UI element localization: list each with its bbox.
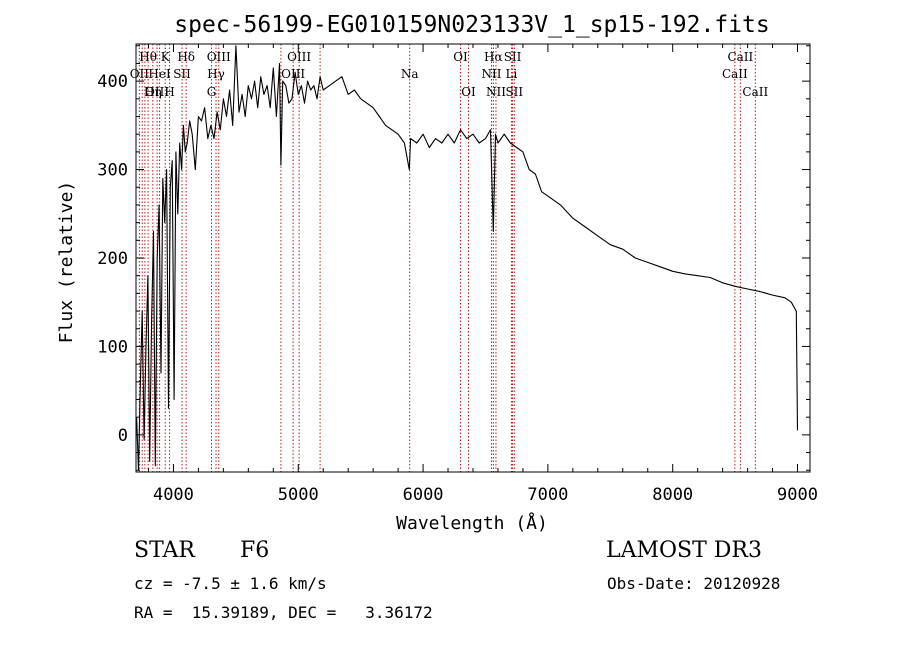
line-label: CaII <box>727 50 753 64</box>
x-tick-label: 6000 <box>403 485 444 505</box>
line-label-layer: Hθ OII OIII K HeI Hη SII H Hδ OIII Hγ G OIII OIII Na OI… <box>130 50 769 99</box>
line-label: SII <box>173 67 191 81</box>
line-label: OIII <box>207 50 231 64</box>
line-label: CaII <box>722 67 748 81</box>
redshift-velocity: cz = -7.5 ± 1.6 km/s <box>134 574 327 593</box>
line-label: NII <box>486 85 506 99</box>
y-tick-label: 100 <box>97 337 128 357</box>
y-axis-ticks: 0 100 200 300 400 <box>97 45 810 471</box>
line-marker-layer <box>138 44 756 472</box>
y-tick-label: 300 <box>97 161 128 181</box>
line-label: Hθ <box>139 50 157 64</box>
line-label: G <box>207 85 217 99</box>
line-label: HeI <box>148 67 171 81</box>
line-label: Hη <box>144 85 162 99</box>
y-tick-label: 0 <box>118 426 128 446</box>
line-label: Na <box>401 67 419 81</box>
chart-title: spec-56199-EG010159N023133V_1_sp15-192.f… <box>174 12 769 38</box>
line-label: OIII <box>145 85 169 99</box>
line-label: Hγ <box>207 67 225 81</box>
line-label: CaII <box>742 85 768 99</box>
line-label: OIII <box>287 50 311 64</box>
x-tick-label: 4000 <box>153 485 194 505</box>
x-tick-label: 7000 <box>527 485 568 505</box>
line-label: OI <box>461 85 476 99</box>
y-tick-label: 200 <box>97 249 128 269</box>
object-class: STAR <box>134 538 195 563</box>
x-tick-label: 5000 <box>278 485 319 505</box>
line-label: NII <box>481 67 501 81</box>
line-label: K <box>161 50 171 64</box>
line-label: Hδ <box>177 50 195 64</box>
plot-frame <box>135 43 811 473</box>
line-label: SII <box>505 85 523 99</box>
x-axis-label: Wavelength (Å) <box>396 512 548 534</box>
spectrum-line <box>136 45 799 471</box>
line-label: Hα <box>484 50 503 64</box>
line-label: H <box>164 85 174 99</box>
x-axis-ticks: 4000 5000 6000 7000 8000 9000 <box>147 44 818 505</box>
observation-date: Obs-Date: 20120928 <box>607 574 781 593</box>
line-label: Li <box>506 67 518 81</box>
line-label: OI <box>453 50 468 64</box>
y-tick-label: 400 <box>97 72 128 92</box>
line-label: OII <box>130 67 150 81</box>
survey-name: LAMOST DR3 <box>606 538 762 563</box>
line-label: OIII <box>281 67 305 81</box>
object-subclass: F6 <box>240 538 270 563</box>
line-label: SII <box>504 50 522 64</box>
x-tick-label: 8000 <box>652 485 693 505</box>
y-axis-label: Flux (relative) <box>56 181 77 344</box>
sky-coordinates: RA = 15.39189, DEC = 3.36172 <box>134 603 433 622</box>
x-tick-label: 9000 <box>777 485 818 505</box>
